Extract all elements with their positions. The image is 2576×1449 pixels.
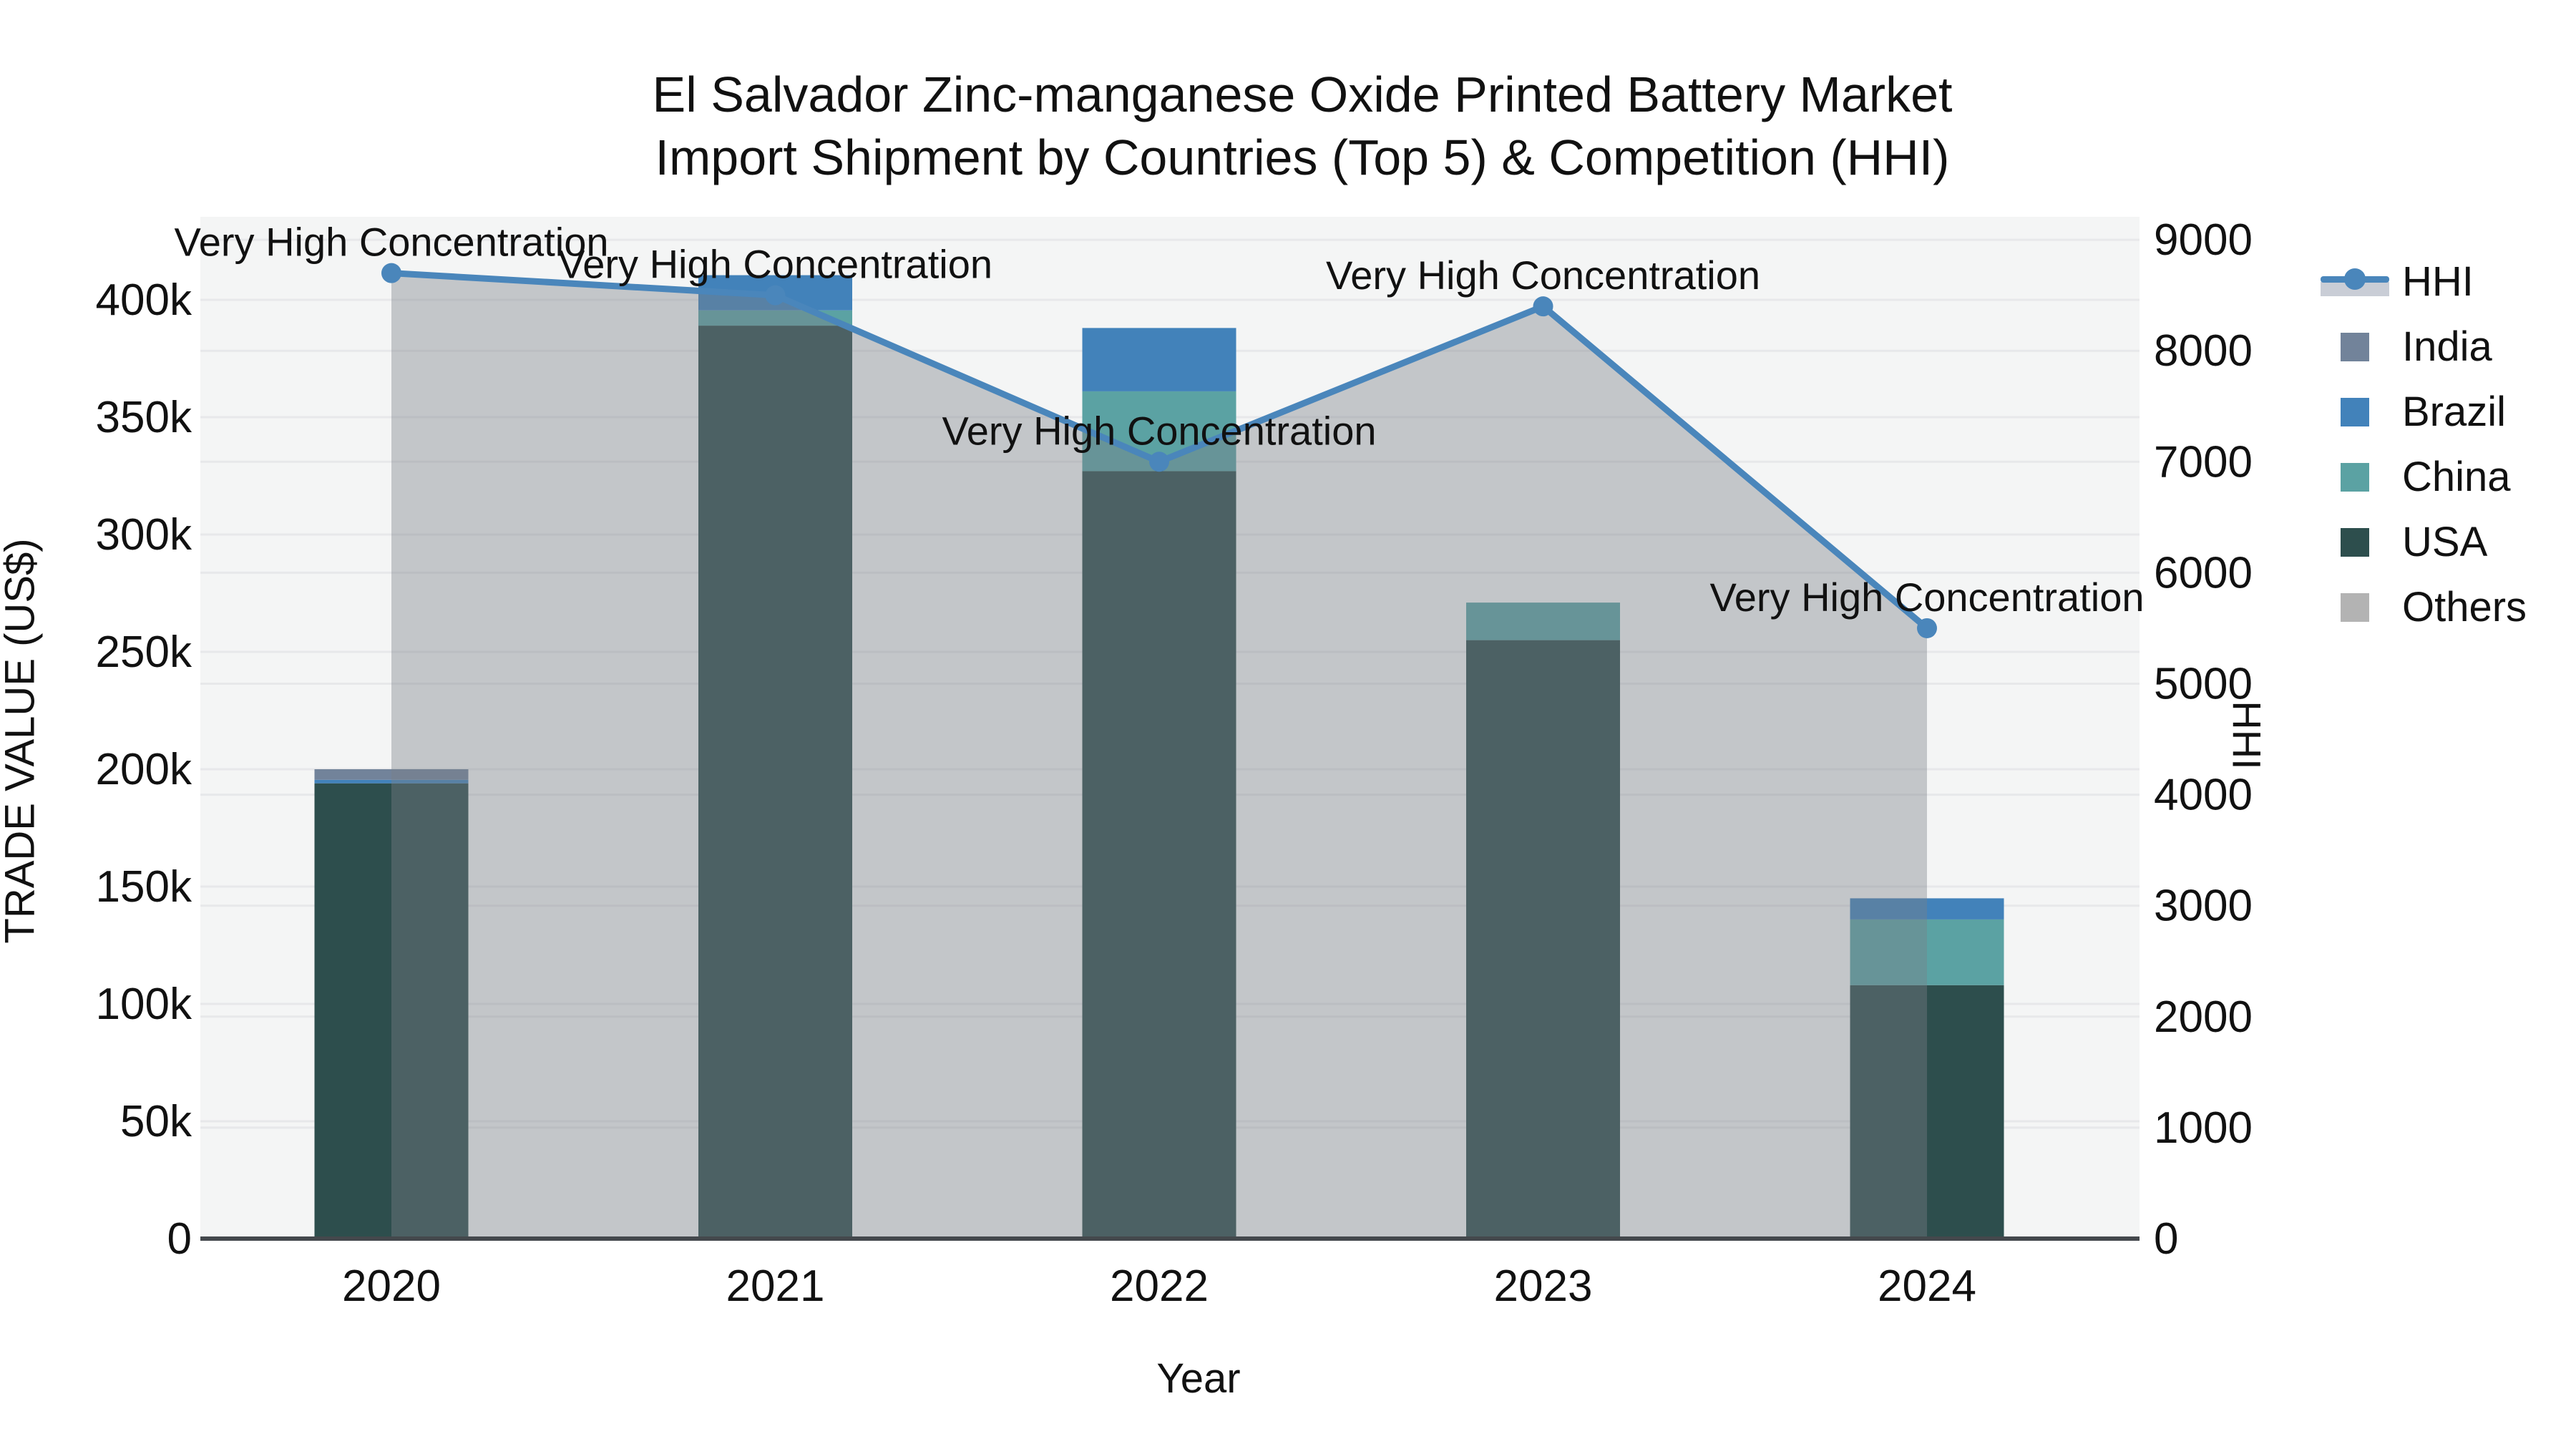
legend-item-hhi[interactable]: HHI — [2321, 249, 2527, 314]
chart-title-line1: El Salvador Zinc-manganese Oxide Printed… — [652, 67, 1953, 122]
annotation-2020: Very High Concentration — [174, 220, 608, 265]
bar-brazil-2024[interactable] — [1850, 898, 2004, 919]
legend-item-brazil[interactable]: Brazil — [2321, 379, 2527, 444]
x-tick: 2022 — [1110, 1262, 1209, 1311]
bar-brazil-2020[interactable] — [314, 779, 469, 784]
legend-item-china[interactable]: China — [2321, 444, 2527, 509]
hhi-marker-2023[interactable] — [1533, 296, 1553, 317]
chart-title: El Salvador Zinc-manganese Oxide Printed… — [229, 63, 2376, 189]
brazil-swatch-icon — [2341, 397, 2369, 426]
x-tick: 2024 — [1878, 1262, 1976, 1311]
others-swatch-icon — [2341, 592, 2369, 622]
legend-label: China — [2402, 454, 2511, 500]
legend-label: India — [2402, 323, 2492, 370]
legend: HHI India Brazil China USA Others — [2321, 249, 2527, 640]
y-right-tick: 2000 — [2154, 992, 2253, 1042]
annotation-2022: Very High Concentration — [942, 408, 1376, 453]
legend-item-others[interactable]: Others — [2321, 575, 2527, 640]
y-right-tick: 6000 — [2154, 548, 2253, 597]
x-tick: 2023 — [1494, 1262, 1593, 1311]
annotation-2024: Very High Concentration — [1709, 575, 2144, 620]
hhi-marker-2021[interactable] — [765, 285, 786, 306]
hhi-area-fill — [391, 273, 1927, 1239]
y-right-tick: 9000 — [2154, 215, 2253, 265]
y-left-tick: 400k — [96, 275, 192, 325]
x-tick: 2021 — [726, 1262, 825, 1311]
annotation-2021: Very High Concentration — [558, 242, 992, 287]
y-left-tick: 350k — [96, 393, 192, 442]
china-swatch-icon — [2341, 462, 2369, 492]
hhi-marker-2020[interactable] — [381, 263, 401, 283]
y-right-tick: 0 — [2154, 1214, 2178, 1264]
chart-title-line2: Import Shipment by Countries (Top 5) & C… — [655, 130, 1950, 185]
bar-usa-2021[interactable] — [698, 326, 852, 1239]
y-right-tick: 8000 — [2154, 326, 2253, 376]
bar-usa-2023[interactable] — [1466, 640, 1620, 1239]
x-axis-title: Year — [1156, 1355, 1241, 1402]
bar-usa-2020[interactable] — [314, 783, 469, 1239]
y-right-tick: 7000 — [2154, 437, 2253, 487]
annotation-2023: Very High Concentration — [1326, 253, 1760, 298]
y-left-tick: 100k — [96, 980, 192, 1029]
hhi-line-sample-icon — [2321, 266, 2389, 298]
india-swatch-icon — [2341, 332, 2369, 361]
legend-label: USA — [2402, 519, 2488, 565]
bar-usa-2022[interactable] — [1082, 471, 1236, 1239]
y2-axis-title: HHI — [2224, 701, 2270, 770]
hhi-marker-2024[interactable] — [1917, 618, 1937, 638]
bar-india-2020[interactable] — [314, 769, 469, 780]
y-left-tick: 150k — [96, 862, 192, 912]
y-right-tick: 1000 — [2154, 1103, 2253, 1153]
legend-label: HHI — [2402, 258, 2474, 305]
usa-swatch-icon — [2341, 527, 2369, 557]
y-left-tick: 250k — [96, 628, 192, 677]
bar-china-2024[interactable] — [1850, 919, 2004, 985]
y-right-tick: 5000 — [2154, 660, 2253, 709]
bar-china-2023[interactable] — [1466, 602, 1620, 640]
legend-item-usa[interactable]: USA — [2321, 509, 2527, 575]
legend-item-india[interactable]: India — [2321, 314, 2527, 379]
y-right-tick: 3000 — [2154, 882, 2253, 931]
y-left-tick: 0 — [167, 1214, 192, 1264]
legend-label: Others — [2402, 584, 2527, 630]
bar-brazil-2022[interactable] — [1082, 328, 1236, 391]
y-right-tick: 4000 — [2154, 771, 2253, 820]
y-left-tick: 300k — [96, 510, 192, 560]
y-left-tick: 200k — [96, 745, 192, 794]
hhi-marker-2022[interactable] — [1149, 452, 1169, 472]
bar-usa-2024[interactable] — [1850, 985, 2004, 1239]
x-tick: 2020 — [342, 1262, 441, 1311]
y-left-tick: 50k — [120, 1097, 192, 1146]
legend-label: Brazil — [2402, 389, 2507, 435]
y-axis-title: TRADE VALUE (US$) — [0, 538, 44, 944]
